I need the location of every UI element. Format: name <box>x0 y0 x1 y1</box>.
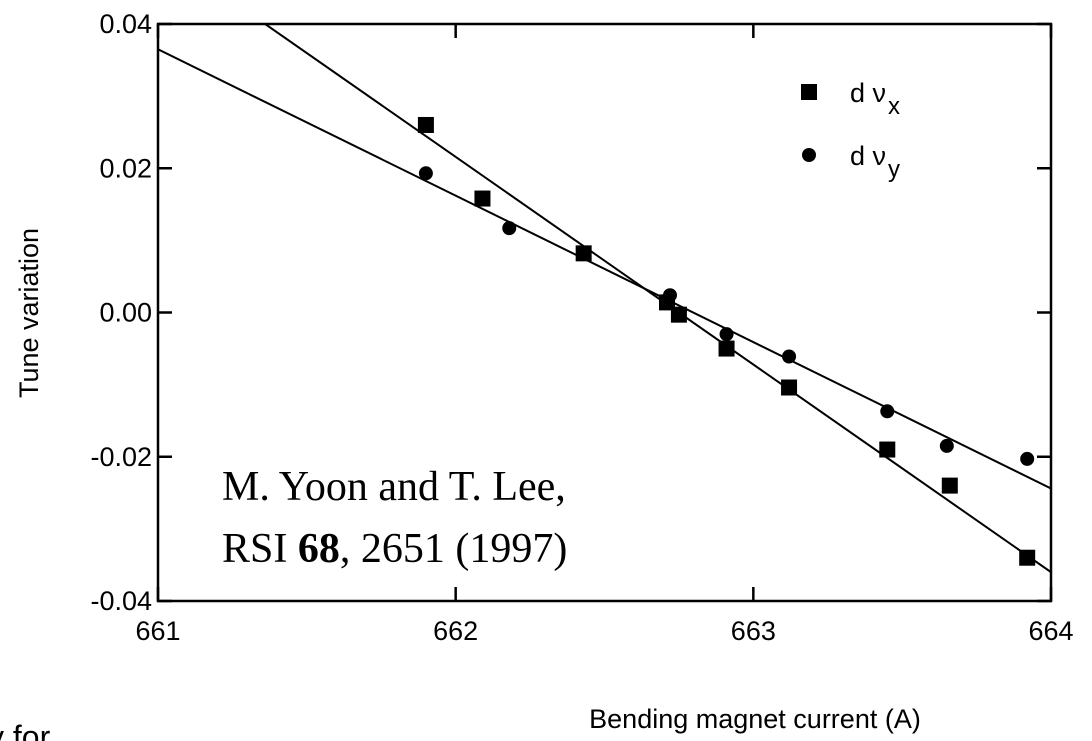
data-point <box>939 438 954 453</box>
legend-marker <box>801 84 817 100</box>
data-point <box>576 246 591 261</box>
data-point <box>781 379 798 396</box>
data-point <box>662 288 677 303</box>
data-point <box>718 340 735 357</box>
annotation-part: RSI <box>222 526 298 572</box>
fit-line <box>264 24 1051 573</box>
data-point <box>670 306 687 323</box>
data-point <box>502 221 517 236</box>
annotation: RSI 68, 2651 (1997) <box>222 526 567 572</box>
data-point <box>879 441 896 458</box>
y-tick-label: -0.02 <box>90 442 152 472</box>
legend-marker <box>802 148 816 162</box>
annotation-part: , 2651 (1997) <box>340 526 567 572</box>
data-point <box>474 190 491 207</box>
legend-subscript: y <box>888 156 900 183</box>
legend-label: d νx <box>850 78 900 120</box>
legend-name: d ν <box>850 78 886 108</box>
data-point <box>418 166 433 181</box>
x-tick-label: 661 <box>135 616 180 646</box>
text-fragment: y for <box>0 719 51 741</box>
annotation: M. Yoon and T. Lee, <box>222 464 566 510</box>
y-tick-label: -0.04 <box>90 586 152 616</box>
data-point <box>782 349 797 364</box>
fit-line <box>158 48 1051 490</box>
legend-subscript: x <box>888 93 900 120</box>
data-point <box>1020 451 1035 466</box>
data-point <box>719 327 734 342</box>
y-tick-label: 0.04 <box>99 9 152 39</box>
data-point <box>417 116 434 133</box>
x-axis-label: Bending magnet current (A) <box>589 704 921 734</box>
plot-frame <box>156 22 1053 603</box>
legend-name: d ν <box>850 141 886 171</box>
data-point <box>1019 549 1036 566</box>
legend-label: d νy <box>850 141 900 183</box>
x-tick-label: 662 <box>433 616 478 646</box>
y-axis-label: Tune variation <box>14 228 44 398</box>
annotation-part: 68 <box>298 526 340 572</box>
y-tick-label: 0.00 <box>99 298 152 328</box>
data-point <box>941 477 958 494</box>
y-tick-label: 0.02 <box>99 153 152 183</box>
x-tick-label: 664 <box>1028 616 1073 646</box>
data-point <box>880 404 895 419</box>
x-tick-label: 663 <box>731 616 776 646</box>
